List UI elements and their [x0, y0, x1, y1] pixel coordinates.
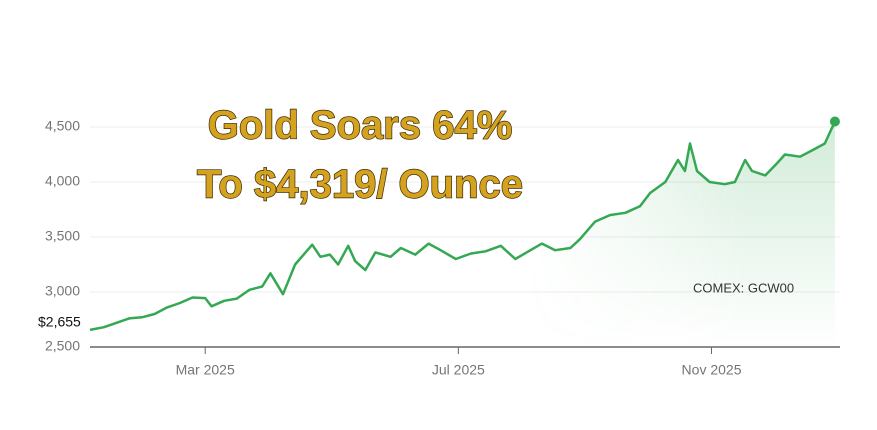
- y-tick-label: 2,500: [45, 338, 80, 354]
- chart-subtitle: To $4,319/ Ounce: [197, 163, 523, 207]
- x-tick-label: Mar 2025: [176, 362, 235, 378]
- x-tick-label: Jul 2025: [432, 362, 485, 378]
- plot: 2,500 3,000 3,500 4,000 4,500 Mar 2025 Jul 202…: [45, 116, 840, 378]
- area: [90, 121, 835, 347]
- y-tick-label: 3,000: [45, 283, 80, 299]
- y-tick-label: 4,500: [45, 118, 80, 134]
- price-line: [89, 120, 837, 332]
- y-tick-label: 4,000: [45, 173, 80, 189]
- source-annotation: COMEX: GCW00: [693, 280, 794, 295]
- start-annotation: $2,655: [38, 314, 81, 330]
- x-tick-label: Nov 2025: [682, 362, 742, 378]
- y-tick-label: 3,500: [45, 228, 80, 244]
- chart-title: Gold Soars 64%: [208, 104, 513, 148]
- end-point: [829, 116, 840, 127]
